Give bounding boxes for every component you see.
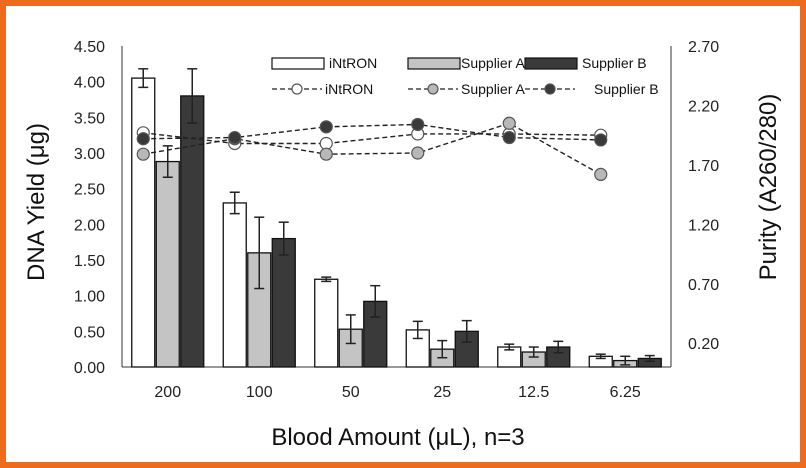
- bar: [155, 160, 180, 368]
- y-tick-label: 2.50: [74, 182, 105, 199]
- y-tick-label: 4.00: [74, 75, 105, 92]
- bar: [222, 202, 247, 368]
- y-tick-label: 1.50: [74, 253, 105, 270]
- purity-point: [502, 130, 516, 145]
- x-tick-label: 6.25: [610, 384, 641, 401]
- y-tick-label: 0.50: [74, 324, 105, 341]
- y2-tick-label: 2.20: [688, 98, 719, 115]
- legend-line-marker: [427, 83, 439, 95]
- legend-bar-label: Supplier B: [582, 55, 647, 71]
- legend-bar-label: Supplier A: [461, 55, 525, 71]
- bar: [131, 77, 156, 368]
- purity-point: [319, 120, 333, 134]
- y-tick-label: 2.00: [74, 217, 105, 234]
- legend-bar-swatch: [524, 57, 578, 70]
- y2-tick-label: 2.70: [688, 39, 719, 56]
- bar: [180, 95, 205, 368]
- y-axis-label: DNA Yield (μg): [23, 123, 50, 281]
- purity-line: [143, 132, 601, 145]
- purity-point: [136, 147, 150, 161]
- x-axis-label: Blood Amount (μL), n=3: [271, 424, 524, 451]
- x-tick-label: 50: [342, 384, 360, 401]
- purity-point: [594, 167, 608, 181]
- legend-bar-label: iNtRON: [329, 55, 377, 71]
- legend-line-label: Supplier B: [594, 81, 659, 97]
- purity-point: [136, 132, 150, 146]
- x-tick-label: 25: [433, 384, 451, 401]
- legend-line-label: Supplier A: [461, 81, 525, 97]
- x-tick-label: 200: [154, 384, 181, 401]
- y-tick-label: 3.00: [74, 146, 105, 163]
- x-tick-label: 12.5: [518, 384, 549, 401]
- y-tick-label: 3.50: [74, 110, 105, 127]
- legend-bar-swatch: [271, 57, 325, 70]
- legend-bar-swatch: [407, 57, 461, 70]
- purity-point: [502, 116, 516, 130]
- purity-point: [411, 117, 425, 132]
- purity-point: [594, 133, 608, 147]
- bar: [314, 278, 339, 368]
- y2-tick-label: 1.20: [688, 217, 719, 234]
- legend-line-marker: [544, 83, 556, 95]
- legend-line-label: iNtRON: [325, 81, 373, 97]
- x-tick-label: 100: [246, 384, 273, 401]
- purity-point: [319, 147, 333, 161]
- y-tick-label: 4.50: [74, 39, 105, 56]
- legend-line-marker: [291, 83, 303, 95]
- y2-axis-label: Purity (A260/280): [755, 94, 782, 281]
- purity-point: [228, 130, 242, 145]
- y-tick-label: 1.00: [74, 289, 105, 306]
- bar: [271, 237, 296, 368]
- purity-point: [411, 146, 425, 160]
- y2-tick-label: 1.70: [688, 158, 719, 175]
- y-tick-label: 0.00: [74, 360, 105, 377]
- purity-line: [143, 123, 601, 141]
- y2-tick-label: 0.20: [688, 336, 719, 353]
- y2-tick-label: 0.70: [688, 277, 719, 294]
- purity-line: [143, 122, 602, 176]
